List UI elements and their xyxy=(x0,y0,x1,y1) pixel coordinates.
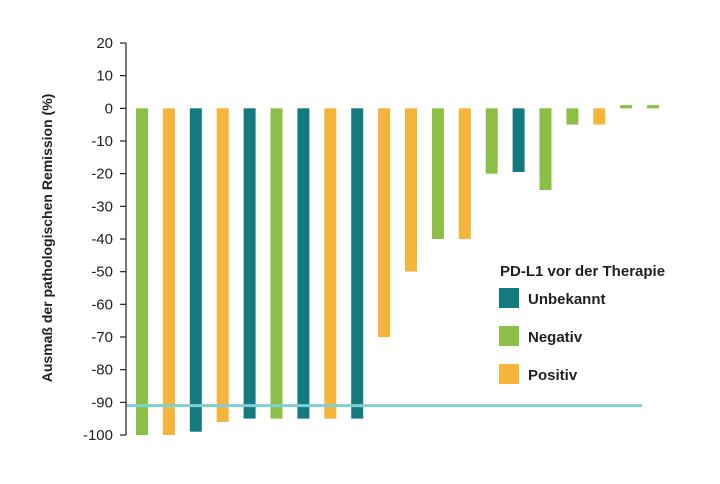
bar-10 xyxy=(378,108,391,337)
legend-entries: Unbekannt Negativ Positiv xyxy=(499,288,606,384)
y-tick-label: -40 xyxy=(91,231,113,248)
bar-18 xyxy=(593,108,606,125)
y-tick-label: -60 xyxy=(91,296,113,313)
bar-5 xyxy=(243,108,256,419)
y-tick-label: -90 xyxy=(91,394,113,411)
legend: PD-L1 vor der Therapie Unbekannt Negativ P… xyxy=(499,263,665,384)
y-tick-label: 10 xyxy=(96,68,113,85)
y-tick-label: -50 xyxy=(91,264,113,281)
bar-19 xyxy=(620,105,633,109)
bar-17 xyxy=(566,108,579,125)
bar-7 xyxy=(297,108,310,419)
bar-11 xyxy=(405,108,417,272)
bar-3 xyxy=(189,108,202,432)
y-tick-label: -30 xyxy=(91,198,113,215)
bars-layer xyxy=(136,105,660,436)
bar-8 xyxy=(324,108,337,419)
legend-label-positiv: Positiv xyxy=(528,367,578,384)
legend-swatch-negativ xyxy=(499,326,519,346)
y-axis: 20 10 0 -10 -20 -30 -40 -50 -60 -70 -80 -90 -100 xyxy=(83,35,127,444)
legend-label-negativ: Negativ xyxy=(528,329,583,346)
bar-16 xyxy=(539,108,552,190)
y-tick-label: 0 xyxy=(105,100,113,117)
y-tick-label: -80 xyxy=(91,362,113,379)
y-tick-label: -10 xyxy=(91,133,113,150)
y-axis-label: Ausmaß der pathologischen Remission (%) xyxy=(39,94,55,383)
bar-1 xyxy=(136,108,148,436)
legend-swatch-unbekannt xyxy=(499,288,519,308)
bar-9 xyxy=(351,108,364,419)
bar-12 xyxy=(431,108,444,239)
bar-4 xyxy=(216,108,229,422)
legend-label-unbekannt: Unbekannt xyxy=(528,291,606,308)
bar-2 xyxy=(162,108,175,436)
legend-swatch-positiv xyxy=(499,364,519,384)
bar-15 xyxy=(512,108,525,172)
bar-6 xyxy=(270,108,283,419)
y-tick-label: -100 xyxy=(83,427,113,444)
y-tick-label: 20 xyxy=(96,35,113,52)
y-tick-label: -20 xyxy=(91,166,113,183)
bar-14 xyxy=(485,108,498,174)
bar-13 xyxy=(458,108,471,239)
legend-title: PD-L1 vor der Therapie xyxy=(500,263,665,280)
bar-20 xyxy=(647,105,660,109)
y-tick-label: -70 xyxy=(91,329,113,346)
